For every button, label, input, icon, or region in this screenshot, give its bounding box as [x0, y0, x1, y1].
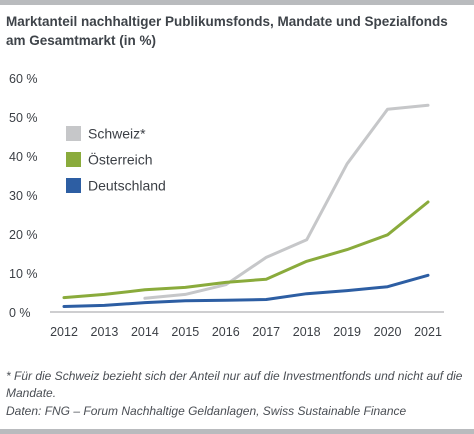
y-axis-ticks: 0 % 10 % 20 % 30 % 40 % 50 % 60 %: [9, 72, 38, 320]
legend-swatch: [66, 126, 81, 141]
source-note: Daten: FNG – Forum Nachhaltige Geldanlag…: [6, 404, 407, 418]
top-rule: [0, 0, 474, 5]
x-tick-label: 2021: [414, 325, 442, 339]
chart-title: Marktanteil nachhaltiger Publikumsfonds,…: [6, 14, 448, 48]
y-tick-label: 50 %: [9, 111, 38, 125]
legend-label: Schweiz*: [88, 126, 146, 142]
x-tick-label: 2020: [374, 325, 402, 339]
x-tick-label: 2019: [333, 325, 361, 339]
x-tick-label: 2014: [131, 325, 159, 339]
series-line: [143, 103, 430, 300]
legend: Schweiz* Österreich Deutschland: [66, 126, 166, 194]
x-tick-label: 2013: [91, 325, 119, 339]
x-tick-label: 2015: [171, 325, 199, 339]
x-axis-ticks: 2012 2013 2014 2015 2016 2017 2018 2019 2020 2021: [50, 311, 444, 339]
x-tick-label: 2012: [50, 325, 78, 339]
legend-label: Deutschland: [88, 178, 166, 194]
x-tick-label: 2016: [212, 325, 240, 339]
y-tick-label: 20 %: [9, 228, 38, 242]
series-line: [62, 200, 430, 300]
y-tick-label: 40 %: [9, 150, 38, 164]
y-tick-label: 30 %: [9, 189, 38, 203]
x-tick-label: 2017: [252, 325, 280, 339]
y-tick-label: 10 %: [9, 267, 38, 281]
legend-swatch: [66, 152, 81, 167]
x-tick-label: 2018: [293, 325, 321, 339]
series-line: [62, 273, 430, 308]
legend-swatch: [66, 178, 81, 193]
footnote: * Für die Schweiz bezieht sich der Antei…: [6, 369, 463, 400]
y-tick-label: 60 %: [9, 72, 38, 86]
series-lines: [62, 103, 430, 308]
line-chart: 0 % 10 % 20 % 30 % 40 % 50 % 60 % 2012 2013 2014…: [9, 72, 444, 339]
y-tick-label: 0 %: [9, 306, 31, 320]
bottom-rule: [0, 429, 474, 434]
legend-label: Österreich: [88, 151, 153, 168]
